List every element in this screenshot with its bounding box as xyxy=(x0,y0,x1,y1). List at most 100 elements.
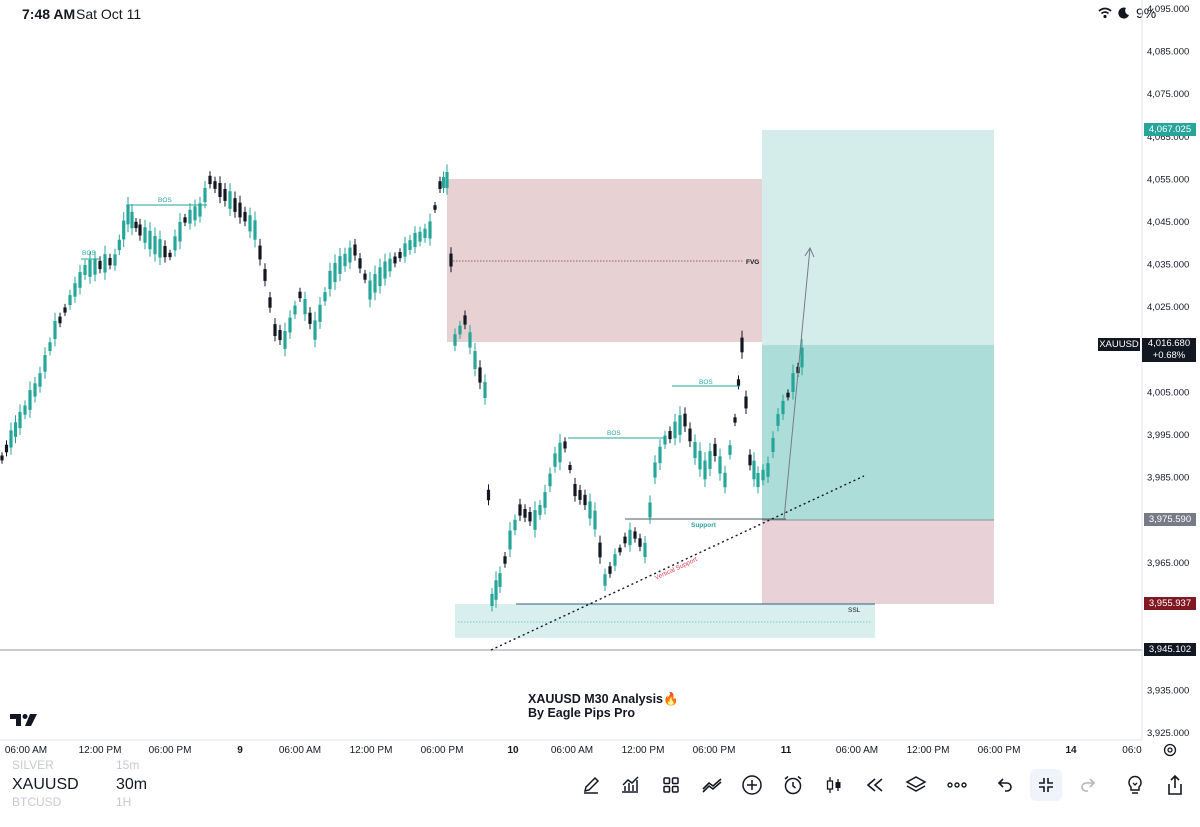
replay-button[interactable] xyxy=(862,772,888,798)
candle-body xyxy=(68,295,72,305)
candle-body xyxy=(253,220,257,240)
candle-body xyxy=(9,430,13,448)
candle-body xyxy=(113,254,117,266)
candle-body xyxy=(490,594,494,606)
time-axis-label: 06:00 AM xyxy=(278,745,322,756)
indicators-button[interactable] xyxy=(617,772,643,798)
candle-body xyxy=(593,510,597,530)
time-axis-label: 06:00 AM xyxy=(4,745,48,756)
candle-body xyxy=(23,405,27,415)
candle-body xyxy=(168,252,172,258)
candle-body xyxy=(503,556,507,564)
candle-body xyxy=(483,381,487,398)
redo-button[interactable] xyxy=(1075,772,1101,798)
candle-body xyxy=(766,463,770,477)
candle-body xyxy=(33,383,37,397)
add-button[interactable] xyxy=(739,772,765,798)
symbol-prev[interactable]: SILVER xyxy=(12,758,54,772)
price-axis-label: 4,065.000 xyxy=(1147,132,1189,143)
lightbulb-icon xyxy=(1128,775,1142,794)
candle-body xyxy=(18,411,22,429)
stop-price-tag: 3,955.937 xyxy=(1144,597,1196,610)
candle-body xyxy=(728,445,732,455)
candle-body xyxy=(573,484,577,497)
timeframe-selector[interactable]: 30m xyxy=(116,776,148,793)
candle-body xyxy=(683,413,687,427)
layers-button[interactable] xyxy=(903,772,929,798)
candle-body xyxy=(756,473,760,488)
target-price-tag: 4,067.025 xyxy=(1144,123,1196,136)
candle-body xyxy=(323,292,327,302)
bos-label-4: BOS xyxy=(699,379,713,386)
time-axis-label: 12:00 PM xyxy=(906,745,950,756)
candle-body xyxy=(733,417,737,423)
candle-body xyxy=(4,444,9,453)
candle-body xyxy=(73,283,77,297)
price-axis-label: 4,055.000 xyxy=(1147,174,1189,185)
pencil-icon xyxy=(583,776,600,794)
chart-type-button[interactable] xyxy=(821,772,847,798)
time-axis-label: 06:00 PM xyxy=(692,745,736,756)
time-axis-label: 06:00 AM xyxy=(550,745,594,756)
projection-arrow xyxy=(783,246,815,520)
undo-button[interactable] xyxy=(992,772,1018,798)
current-price-tag: 4,016.680 +0.68% xyxy=(1142,338,1196,362)
candle-body xyxy=(248,215,252,232)
timeframe-prev[interactable]: 15m xyxy=(116,758,140,772)
support-label: Support xyxy=(691,522,717,529)
candle-body xyxy=(213,181,217,189)
candle-body xyxy=(263,269,267,281)
candle-body xyxy=(688,428,692,442)
candle-body xyxy=(718,456,722,474)
symbol-selector[interactable]: XAUUSD xyxy=(12,776,79,793)
candle-body xyxy=(63,307,67,313)
candle-body xyxy=(208,175,212,185)
ideas-button[interactable] xyxy=(1122,772,1148,798)
redo-icon xyxy=(1081,778,1096,792)
more-icon xyxy=(947,782,967,788)
timeframe-next[interactable]: 1H xyxy=(116,795,132,809)
vertical-support-label: Vertical Support xyxy=(654,556,699,582)
candle-body xyxy=(117,239,121,251)
candle-body xyxy=(408,240,412,250)
current-price: 4,016.680 xyxy=(1147,338,1191,349)
candle-body xyxy=(744,396,748,409)
alert-button[interactable] xyxy=(780,772,806,798)
more-button[interactable] xyxy=(944,772,970,798)
candle-body xyxy=(333,262,337,283)
pencil-button[interactable] xyxy=(578,772,604,798)
price-axis-label: 4,095.000 xyxy=(1147,4,1189,15)
candle-body xyxy=(233,198,237,212)
symbol-next[interactable]: BTCUSD xyxy=(12,795,62,809)
candle-body xyxy=(143,227,147,243)
price-axis-label: 3,995.000 xyxy=(1147,430,1189,441)
candle-body xyxy=(486,489,491,501)
candle-body xyxy=(678,415,682,435)
candle-body xyxy=(353,244,357,256)
ssl-zone xyxy=(455,604,875,638)
compare-button[interactable] xyxy=(699,772,725,798)
caption-line-1: XAUUSD M30 Analysis🔥 xyxy=(528,692,679,706)
candle-body xyxy=(178,221,182,242)
chart-area[interactable]: BOS BOS BOS BOS FVG Support Vertical Sup… xyxy=(0,0,1200,760)
candle-body xyxy=(736,379,741,386)
templates-button[interactable] xyxy=(658,772,684,798)
status-bar: 7:48 AM Sat Oct 11 9% xyxy=(0,0,1200,28)
candle-body xyxy=(13,422,18,437)
price-chart[interactable]: BOS BOS BOS BOS FVG Support Vertical Sup… xyxy=(0,0,1200,760)
bos-label-1: BOS xyxy=(82,250,96,257)
candle-body xyxy=(313,320,317,340)
candle-body xyxy=(673,421,677,439)
share-button[interactable] xyxy=(1162,772,1188,798)
tradingview-logo-icon[interactable] xyxy=(10,712,38,728)
candle-body xyxy=(223,189,227,201)
collapse-button[interactable] xyxy=(1030,769,1062,801)
candle-body xyxy=(800,347,804,368)
candle-body xyxy=(148,230,152,250)
gear-icon[interactable] xyxy=(1162,742,1178,758)
candle-body xyxy=(449,253,453,267)
candle-body xyxy=(568,465,572,470)
rewind-icon xyxy=(866,778,883,792)
candle-body xyxy=(158,239,162,258)
caption-line-2: By Eagle Pips Pro xyxy=(528,706,635,720)
